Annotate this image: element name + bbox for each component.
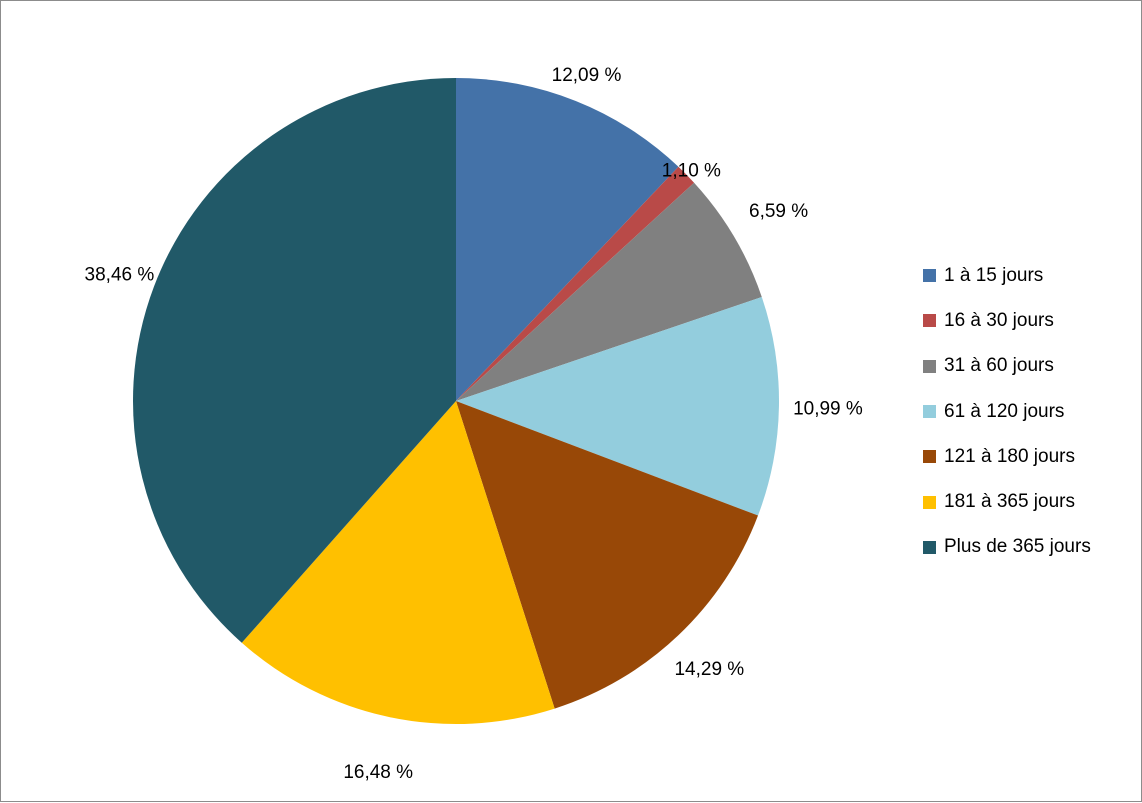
data-label-121-180: 14,29 % bbox=[674, 659, 744, 680]
legend-label: 181 à 365 jours bbox=[944, 491, 1075, 513]
pie-slice-61-120 bbox=[456, 296, 779, 516]
legend-swatch bbox=[923, 314, 936, 328]
data-label-1-15: 12,09 % bbox=[552, 65, 622, 86]
legend-label: 31 à 60 jours bbox=[944, 355, 1054, 377]
legend-swatch bbox=[923, 269, 936, 283]
legend-label: 121 à 180 jours bbox=[944, 445, 1075, 467]
legend-item-181-365: 181 à 365 jours bbox=[923, 479, 1091, 524]
pie-slice-plus-365 bbox=[133, 78, 457, 643]
data-label-16-30: 1,10 % bbox=[662, 161, 721, 182]
pie-slice-16-30 bbox=[456, 166, 695, 401]
legend-swatch bbox=[923, 450, 936, 464]
data-label-31-60: 6,59 % bbox=[749, 201, 808, 222]
data-label-plus-365: 38,46 % bbox=[85, 264, 155, 285]
legend: 1 à 15 jours 16 à 30 jours 31 à 60 jours… bbox=[923, 253, 1091, 570]
legend-label: 16 à 30 jours bbox=[944, 309, 1054, 331]
data-label-181-365: 16,48 % bbox=[343, 762, 413, 783]
legend-item-31-60: 31 à 60 jours bbox=[923, 344, 1091, 389]
legend-swatch bbox=[923, 540, 936, 554]
legend-swatch bbox=[923, 495, 936, 509]
pie-slice-1-15 bbox=[456, 78, 679, 401]
pie-slice-121-180 bbox=[456, 401, 759, 709]
legend-item-16-30: 16 à 30 jours bbox=[923, 298, 1091, 343]
legend-label: 61 à 120 jours bbox=[944, 400, 1065, 422]
legend-item-1-15: 1 à 15 jours bbox=[923, 253, 1091, 298]
legend-item-61-120: 61 à 120 jours bbox=[923, 389, 1091, 434]
pie-slice-31-60 bbox=[456, 182, 762, 401]
legend-item-plus-365: Plus de 365 jours bbox=[923, 525, 1091, 570]
legend-label: Plus de 365 jours bbox=[944, 536, 1091, 558]
legend-item-121-180: 121 à 180 jours bbox=[923, 434, 1091, 479]
data-label-61-120: 10,99 % bbox=[793, 398, 863, 419]
legend-label: 1 à 15 jours bbox=[944, 264, 1044, 286]
pie-slice-181-365 bbox=[241, 401, 555, 724]
legend-swatch bbox=[923, 405, 936, 419]
legend-swatch bbox=[923, 359, 936, 373]
